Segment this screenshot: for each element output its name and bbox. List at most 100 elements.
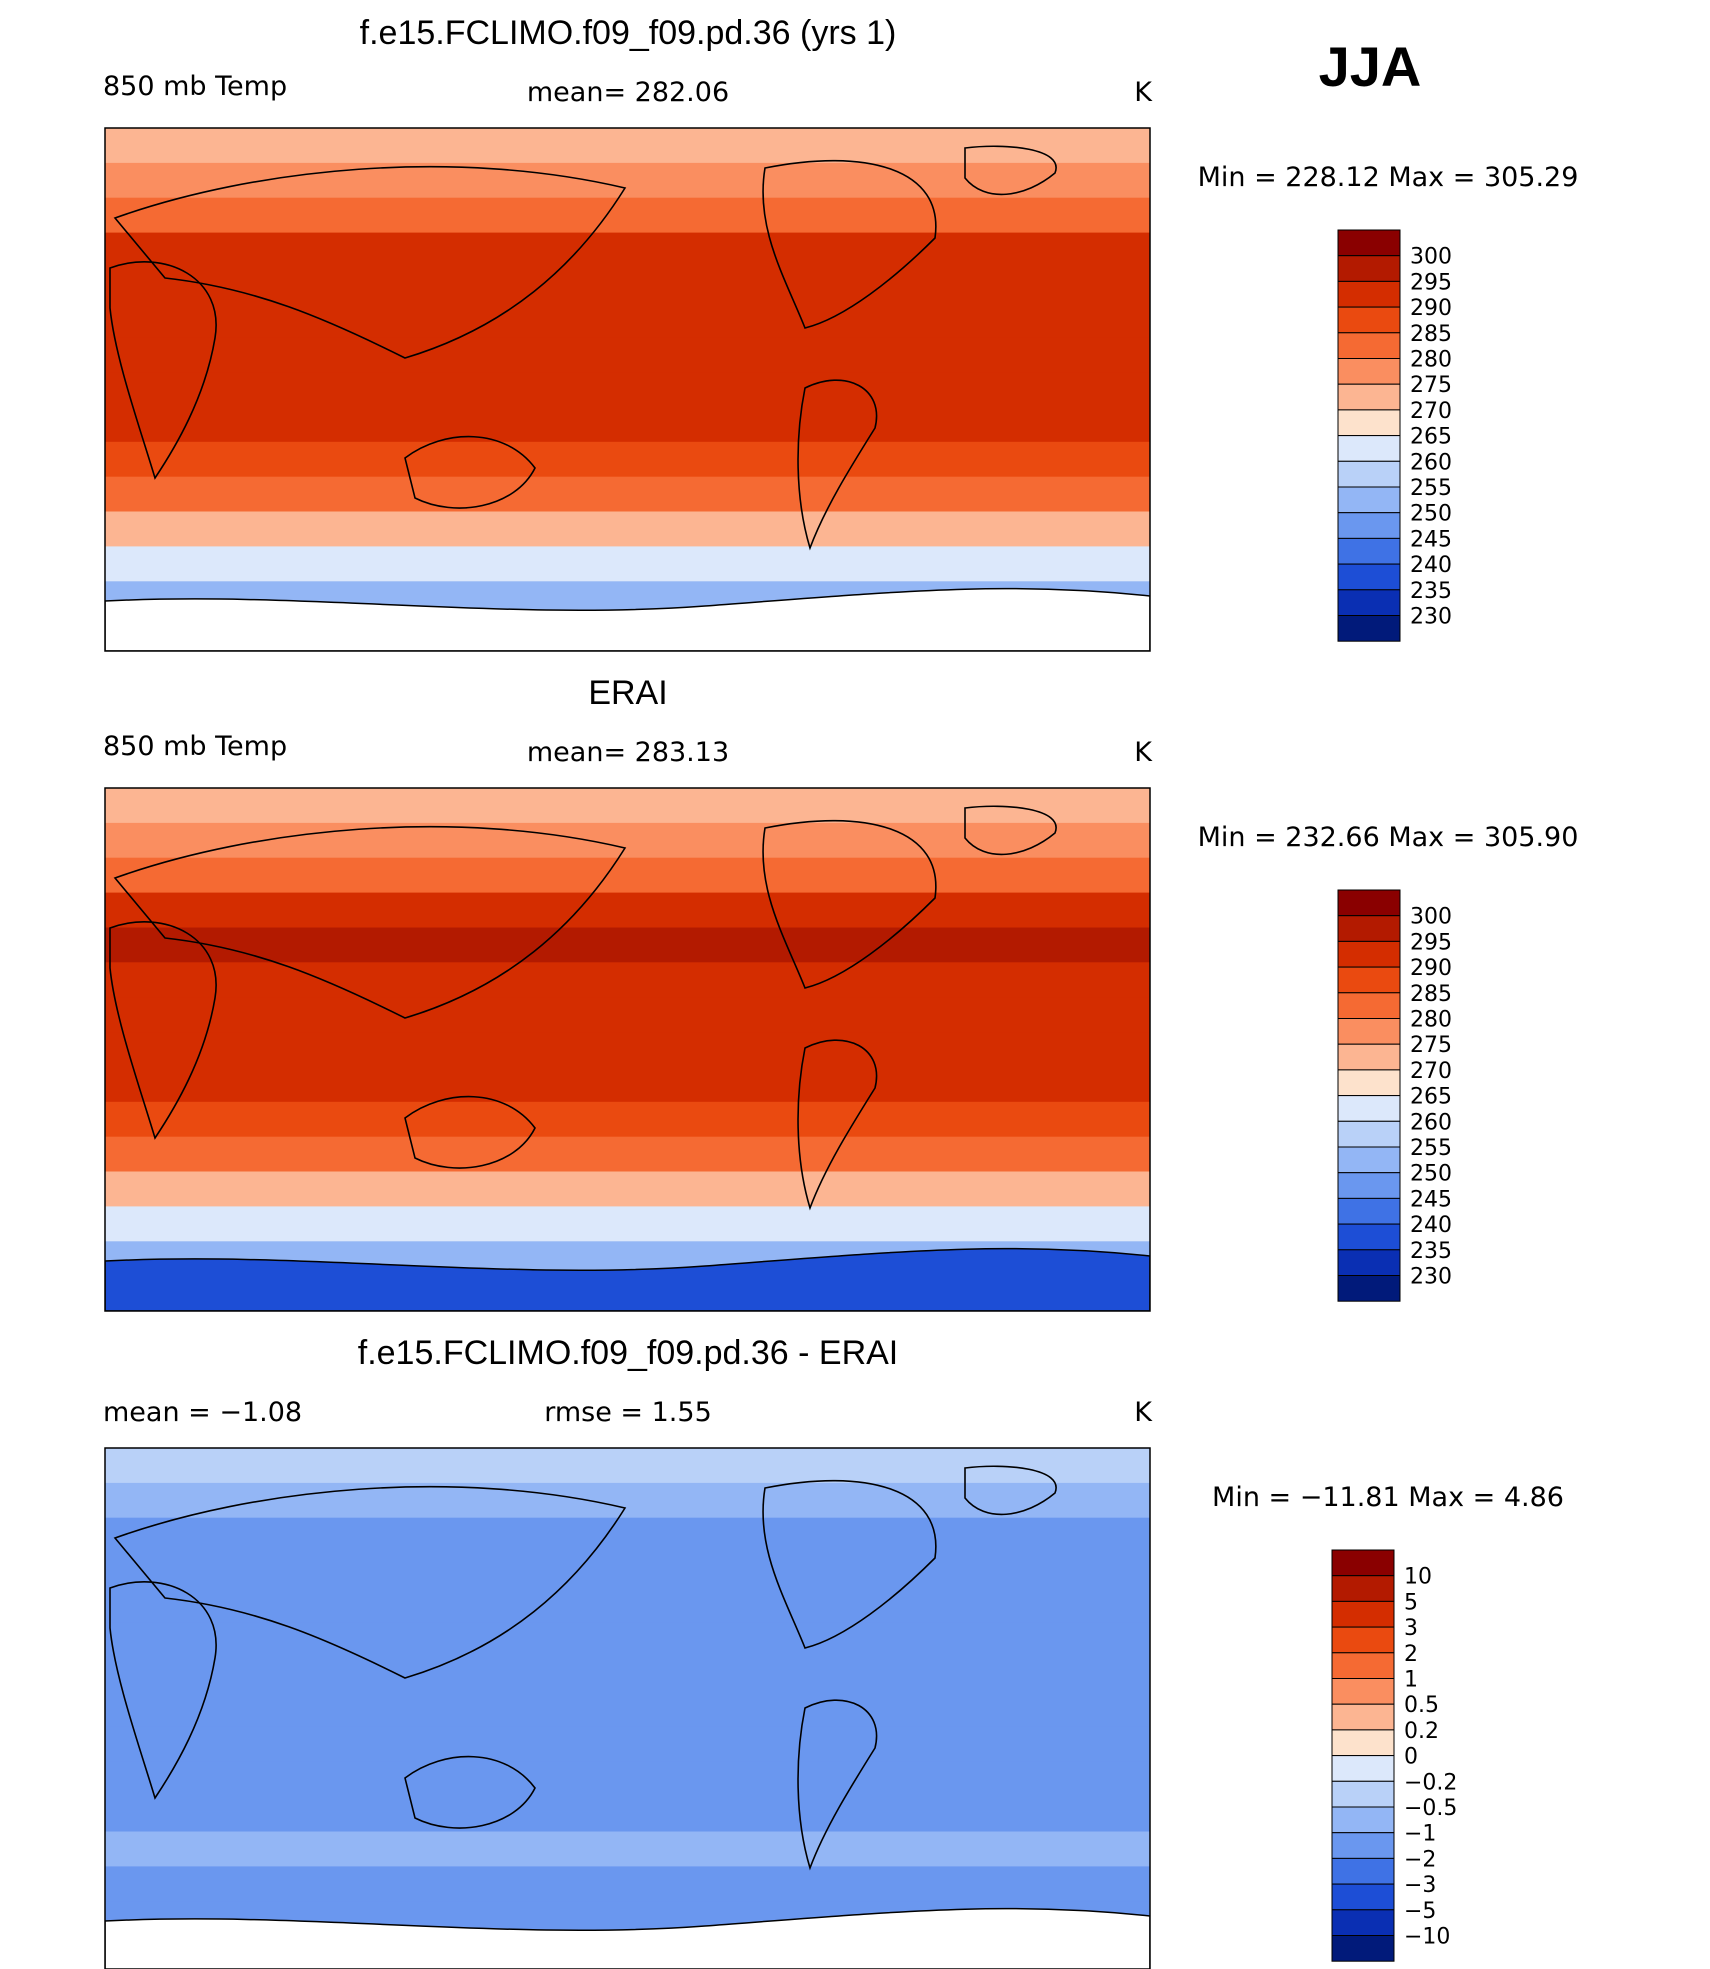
map-frame [104, 127, 1151, 652]
colorbar-tick-label: 2 [1404, 1642, 1418, 1667]
colorbar-tick-label: 250 [1410, 502, 1452, 527]
colorbar-tick-label: 300 [1410, 905, 1452, 930]
panel-minmax: Min = 232.66 Max = 305.90 [1198, 822, 1579, 853]
colorbar-tick-label: 235 [1410, 579, 1452, 604]
colorbar-swatch [1331, 1909, 1395, 1937]
coastline [797, 1699, 878, 1871]
field-band [105, 441, 1150, 478]
field-band [105, 197, 1150, 234]
colorbar-tick-label: 245 [1410, 527, 1452, 552]
colorbar-tick-label: −0.2 [1404, 1770, 1457, 1795]
colorbar-tick-label: 285 [1410, 982, 1452, 1007]
field-band [105, 1866, 1150, 1903]
field-band [105, 1692, 1150, 1728]
colorbar-swatch [1331, 1935, 1395, 1962]
coastline [113, 1485, 627, 1679]
coastline [109, 1581, 217, 1800]
colorbar-swatch [1331, 1600, 1395, 1628]
colorbar-tick-label: 240 [1410, 1213, 1452, 1238]
colorbar-swatch [1337, 383, 1401, 411]
colorbar-swatch [1337, 1018, 1401, 1045]
coastline [762, 819, 937, 989]
colorbar-swatch [1337, 615, 1401, 642]
field-band [105, 546, 1150, 583]
map-field [105, 128, 1150, 651]
panel-obs: ERAI 850 mb Temp mean= 283.13 K Min = 23… [103, 674, 1578, 1312]
colorbar-tick-label: 230 [1410, 1265, 1452, 1290]
colorbar-swatch [1337, 306, 1401, 334]
colorbar-tick-label: 3 [1404, 1616, 1418, 1641]
map-field [105, 1448, 1150, 1969]
field-band [105, 822, 1150, 859]
colorbar-swatch [1337, 435, 1401, 462]
colorbar-tick-label: 265 [1410, 1085, 1452, 1110]
colorbar-swatch [1337, 1120, 1401, 1148]
colorbar-tick-label: 270 [1410, 399, 1452, 424]
colorbar-tick-label: 10 [1404, 1565, 1432, 1590]
panel-units-label: K [1134, 737, 1153, 768]
colorbar-tick-label: −5 [1404, 1899, 1436, 1924]
colorbar-swatch [1337, 1223, 1401, 1251]
colorbar: 3002952902852802752702652602552502452402… [1337, 889, 1452, 1302]
panel-mean-label: mean= 282.06 [527, 77, 729, 108]
panel-units-label: K [1134, 1397, 1153, 1428]
field-band [105, 857, 1150, 894]
colorbar-tick-label: 1 [1404, 1668, 1418, 1693]
coastline [964, 805, 1057, 856]
map-field [105, 788, 1150, 1311]
colorbar-tick-label: −1 [1404, 1822, 1436, 1847]
field-band [105, 128, 1150, 164]
colorbar-swatch [1331, 1575, 1395, 1602]
colorbar-swatch [1331, 1883, 1395, 1911]
colorbar-swatch [1337, 915, 1401, 942]
colorbar-tick-label: −0.5 [1404, 1796, 1457, 1821]
colorbar-tick-label: 0.5 [1404, 1693, 1439, 1718]
colorbar-swatch [1337, 1069, 1401, 1097]
colorbar-swatch [1331, 1652, 1395, 1680]
colorbar-swatch [1331, 1703, 1395, 1731]
field-band [105, 1482, 1150, 1519]
field-band [105, 406, 1150, 443]
colorbar-tick-label: 275 [1410, 1033, 1452, 1058]
colorbar-swatch [1337, 409, 1401, 437]
antarctica-shape [105, 1907, 1150, 1969]
colorbar-swatch [1337, 1095, 1401, 1122]
field-band [105, 1136, 1150, 1173]
field-band [105, 162, 1150, 199]
colorbar-swatch [1337, 563, 1401, 591]
colorbar-tick-label: −10 [1404, 1925, 1450, 1950]
coastline [113, 825, 627, 1019]
colorbar-tick-label: −2 [1404, 1847, 1436, 1872]
colorbar-swatch [1331, 1780, 1395, 1808]
coastline [797, 379, 878, 551]
field-band [105, 1206, 1150, 1243]
colorbar-tick-label: 300 [1410, 245, 1452, 270]
colorbar-swatch [1337, 537, 1401, 565]
field-band [105, 511, 1150, 548]
coastline [762, 1479, 937, 1649]
field-band [105, 1517, 1150, 1554]
colorbar-swatch [1331, 1857, 1395, 1885]
colorbar-swatch [1337, 255, 1401, 282]
panel-minmax: Min = −11.81 Max = 4.86 [1212, 1482, 1564, 1513]
panel-units-label: K [1134, 77, 1153, 108]
colorbar-swatch [1337, 966, 1401, 994]
field-band [105, 892, 1150, 929]
colorbar-tick-label: 245 [1410, 1187, 1452, 1212]
colorbar-swatch [1331, 1549, 1395, 1577]
colorbar-tick-label: 265 [1410, 425, 1452, 450]
coastline [109, 921, 217, 1140]
field-band [105, 1101, 1150, 1138]
colorbar-swatch [1337, 1197, 1401, 1225]
coastline [404, 1095, 536, 1169]
panel-left-label: 850 mb Temp [103, 731, 287, 762]
field-band [105, 788, 1150, 824]
colorbar-tick-label: 290 [1410, 956, 1452, 981]
colorbar-tick-label: 285 [1410, 322, 1452, 347]
field-band [105, 1622, 1150, 1659]
field-band [105, 1448, 1150, 1484]
colorbar-swatch [1337, 589, 1401, 616]
field-band [105, 927, 1150, 964]
